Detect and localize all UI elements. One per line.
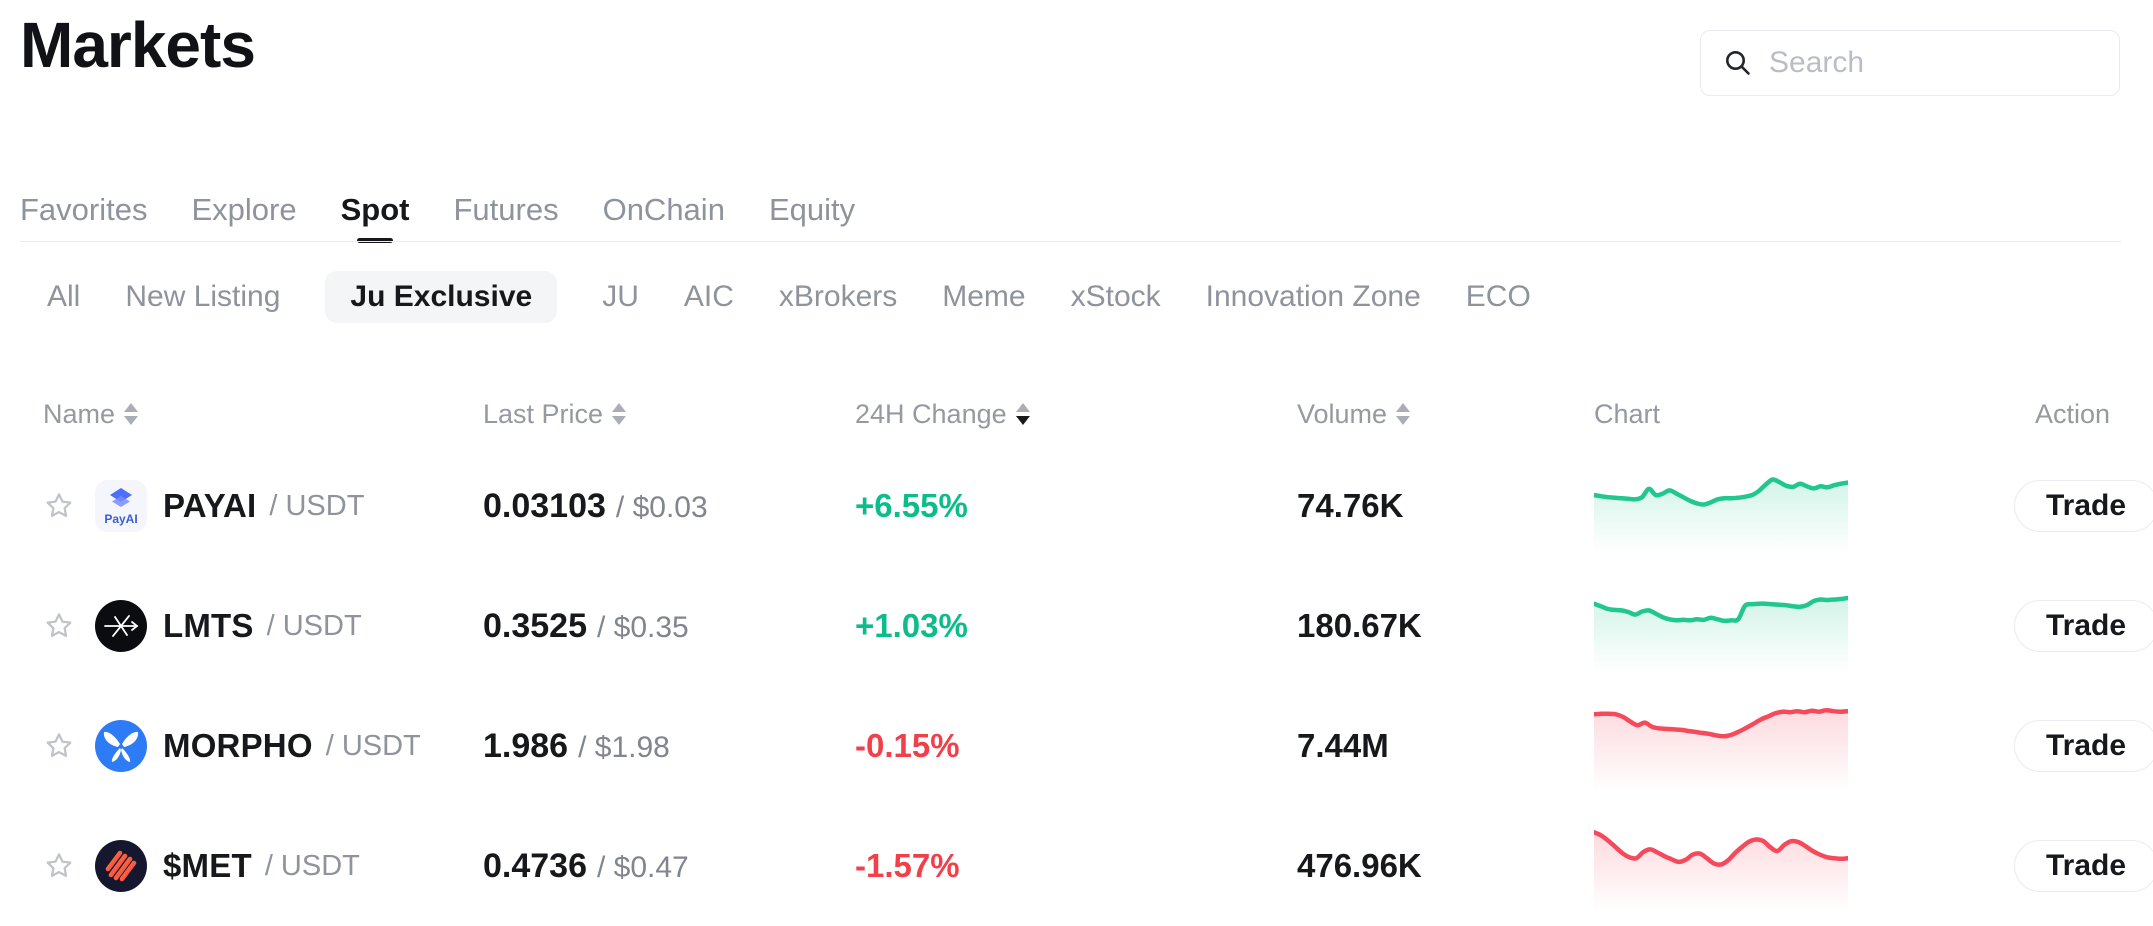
- markets-table: Name Last Price 24H Change Volume Chart …: [0, 398, 2153, 926]
- last-price-usd: / $0.47: [597, 850, 689, 884]
- last-price-usd: / $0.03: [615, 490, 708, 524]
- last-price: 0.03103: [483, 486, 606, 525]
- change-24h: +1.03%: [855, 607, 968, 644]
- table-header-row: Name Last Price 24H Change Volume Chart …: [0, 398, 2153, 430]
- price-cell: 0.4736 / $0.47: [483, 847, 855, 886]
- coin-symbol: PAYAI: [163, 487, 257, 524]
- sparkline-chart: [1594, 829, 1848, 912]
- filter-aic[interactable]: AIC: [683, 279, 734, 313]
- chart-cell: [1594, 700, 2014, 792]
- action-cell: Trade: [2014, 840, 2153, 892]
- sort-icon[interactable]: [612, 403, 627, 425]
- last-price: 1.986: [483, 726, 569, 765]
- coin-symbol: MORPHO: [163, 727, 313, 764]
- sparkline-chart: [1594, 477, 1848, 552]
- last-price-usd: / $0.35: [597, 610, 689, 644]
- pair-quote: / USDT: [264, 849, 360, 882]
- last-price-usd: / $1.98: [578, 730, 670, 764]
- volume: 7.44M: [1297, 727, 1389, 764]
- category-filters: All New Listing Ju Exclusive JU AIC xBro…: [47, 270, 2153, 323]
- filter-ju[interactable]: JU: [602, 279, 639, 313]
- favorite-star-icon[interactable]: [43, 730, 75, 762]
- trade-button[interactable]: Trade: [2014, 720, 2153, 772]
- payai-logo: PayAI: [94, 479, 148, 533]
- chart-cell: [1594, 460, 2014, 552]
- lmts-logo: [94, 599, 148, 653]
- sort-icon[interactable]: [1015, 403, 1030, 425]
- sort-icon[interactable]: [1396, 403, 1411, 425]
- column-header-action: Action: [2034, 398, 2110, 429]
- trade-button[interactable]: Trade: [2014, 600, 2153, 652]
- table-row[interactable]: LMTS / USDT 0.3525 / $0.35 +1.03% 180.67…: [0, 566, 2153, 686]
- tab-onchain[interactable]: OnChain: [602, 192, 725, 227]
- tab-spot[interactable]: Spot: [341, 188, 410, 232]
- sparkline-chart: [1594, 707, 1848, 792]
- filter-all[interactable]: All: [47, 279, 81, 313]
- coin-symbol: $MET: [163, 847, 252, 884]
- table-row[interactable]: MORPHO / USDT 1.986 / $1.98 -0.15% 7.44M…: [0, 686, 2153, 806]
- last-price: 0.4736: [483, 846, 587, 885]
- name-cell: $MET / USDT: [43, 839, 483, 893]
- table-row[interactable]: PayAI PAYAI / USDT 0.03103 / $0.03 +6.55…: [0, 446, 2153, 566]
- sparkline-chart: [1594, 595, 1848, 672]
- trade-button[interactable]: Trade: [2014, 840, 2153, 892]
- tab-favorites[interactable]: Favorites: [20, 192, 148, 227]
- price-cell: 1.986 / $1.98: [483, 727, 855, 766]
- favorite-star-icon[interactable]: [43, 490, 75, 522]
- action-cell: Trade: [2014, 480, 2153, 532]
- name-cell: LMTS / USDT: [43, 599, 483, 653]
- tab-explore[interactable]: Explore: [191, 192, 297, 227]
- tab-equity[interactable]: Equity: [768, 192, 856, 227]
- tab-futures[interactable]: Futures: [453, 192, 559, 227]
- volume: 476.96K: [1297, 847, 1422, 884]
- change-24h: -1.57%: [855, 847, 960, 884]
- filter-new-listing[interactable]: New Listing: [125, 279, 281, 313]
- filter-xbrokers[interactable]: xBrokers: [778, 279, 898, 313]
- chart-cell: [1594, 580, 2014, 672]
- filter-ju-exclusive[interactable]: Ju Exclusive: [325, 270, 558, 323]
- table-row[interactable]: $MET / USDT 0.4736 / $0.47 -1.57% 476.96…: [0, 806, 2153, 926]
- column-header-last-price[interactable]: Last Price: [483, 399, 855, 430]
- volume: 180.67K: [1297, 607, 1422, 644]
- name-cell: MORPHO / USDT: [43, 719, 483, 773]
- morpho-logo: [94, 719, 148, 773]
- filter-innovation-zone[interactable]: Innovation Zone: [1205, 279, 1421, 313]
- column-header-name[interactable]: Name: [43, 399, 483, 430]
- pair-quote: / USDT: [325, 729, 421, 762]
- search-input[interactable]: [1769, 46, 2097, 80]
- page-title: Markets: [20, 9, 256, 81]
- filter-xstock[interactable]: xStock: [1070, 279, 1161, 313]
- favorite-star-icon[interactable]: [43, 850, 75, 882]
- volume: 74.76K: [1297, 487, 1404, 524]
- market-tabs: Favorites Explore Spot Futures OnChain E…: [20, 188, 2153, 232]
- pair-quote: / USDT: [266, 609, 362, 642]
- tabs-divider: [20, 241, 2121, 242]
- column-header-24h-change[interactable]: 24H Change: [855, 399, 1297, 430]
- svg-text:PayAI: PayAI: [104, 512, 137, 526]
- pair-quote: / USDT: [269, 489, 365, 522]
- sort-icon[interactable]: [124, 403, 139, 425]
- trade-button[interactable]: Trade: [2014, 480, 2153, 532]
- action-cell: Trade: [2014, 720, 2153, 772]
- price-cell: 0.3525 / $0.35: [483, 607, 855, 646]
- search-box[interactable]: [1700, 30, 2120, 96]
- met-logo: [94, 839, 148, 893]
- change-24h: +6.55%: [855, 487, 968, 524]
- column-header-volume[interactable]: Volume: [1297, 399, 1594, 430]
- search-icon: [1726, 51, 1750, 75]
- column-header-chart: Chart: [1594, 398, 1661, 429]
- favorite-star-icon[interactable]: [43, 610, 75, 642]
- price-cell: 0.03103 / $0.03: [483, 487, 855, 526]
- last-price: 0.3525: [483, 606, 587, 645]
- change-24h: -0.15%: [855, 727, 960, 764]
- filter-eco[interactable]: ECO: [1465, 279, 1531, 313]
- table-body: PayAI PAYAI / USDT 0.03103 / $0.03 +6.55…: [0, 446, 2153, 926]
- name-cell: PayAI PAYAI / USDT: [43, 479, 483, 533]
- filter-meme[interactable]: Meme: [942, 279, 1026, 313]
- chart-cell: [1594, 820, 2014, 912]
- action-cell: Trade: [2014, 600, 2153, 652]
- coin-symbol: LMTS: [163, 607, 254, 644]
